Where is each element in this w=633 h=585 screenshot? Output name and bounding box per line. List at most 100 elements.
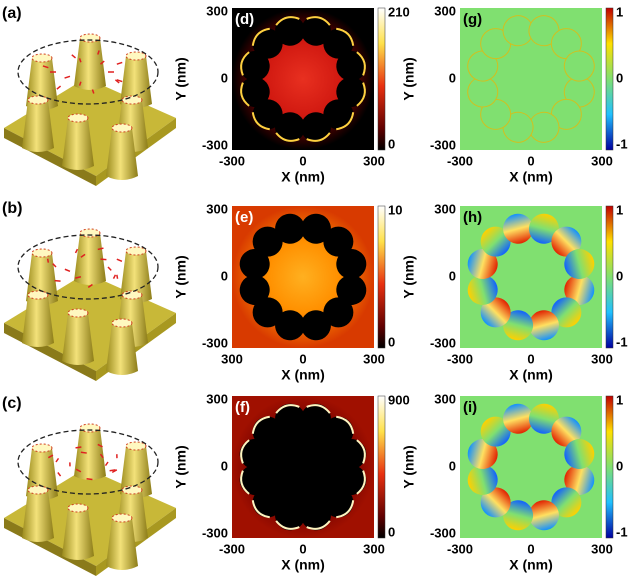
field-arrow [117, 259, 122, 261]
pillar-top [68, 504, 88, 512]
colorbar [606, 206, 613, 348]
y-axis-label: Y (nm) [401, 57, 417, 100]
field-arrow [114, 275, 116, 279]
pillar-top [32, 249, 52, 257]
x-tick-label: 300 [363, 153, 385, 168]
x-tick-label: 0 [299, 541, 306, 556]
y-tick-label: 300 [434, 201, 456, 216]
x-axis-label: X (nm) [509, 557, 553, 573]
colorbar [606, 396, 613, 538]
pillar-top [122, 486, 142, 494]
pillar-top [28, 96, 48, 104]
x-axis-label: X (nm) [509, 169, 553, 185]
field-arrow [81, 452, 87, 453]
panel-label: (e) [235, 209, 253, 226]
y-tick-label: -300 [202, 137, 228, 152]
pillar-top [122, 291, 142, 299]
panel-label: (h) [463, 209, 482, 226]
field-arrow [58, 473, 61, 477]
colorbar-tick-label: 10 [388, 202, 402, 217]
x-tick-label: 300 [221, 351, 243, 366]
field-arrow [76, 249, 78, 253]
y-tick-label: 300 [434, 391, 456, 406]
y-tick-label: 300 [206, 201, 228, 216]
panel-label: (a) [2, 5, 22, 22]
pillar-top [112, 319, 132, 327]
colorbar-tick-label: -1 [616, 334, 628, 349]
pillar-top [112, 124, 132, 132]
panel-label: (f) [235, 399, 250, 416]
panel-label: (d) [235, 11, 254, 28]
field-arrow [108, 267, 111, 270]
y-tick-label: 300 [206, 3, 228, 18]
x-axis-label: X (nm) [281, 367, 325, 383]
panel-label: (g) [463, 11, 482, 28]
panel-label: (i) [463, 399, 477, 416]
field-arrow [57, 86, 61, 89]
x-tick-label: 0 [527, 351, 534, 366]
figure: (a)(b)(c)21003000-300-3000300X (nm)Y (nm… [0, 0, 633, 585]
y-tick-label: 300 [206, 391, 228, 406]
pillar-top [68, 309, 88, 317]
field-arrow [76, 447, 82, 448]
x-axis-label: X (nm) [509, 367, 553, 383]
x-tick-label: 0 [527, 153, 534, 168]
colorbar-tick-label: 1 [616, 202, 623, 217]
y-tick-label: -300 [430, 137, 456, 152]
field-arrow [56, 458, 58, 462]
y-axis-label: Y (nm) [401, 255, 417, 298]
colorbar-tick-label: 0 [388, 524, 395, 539]
y-tick-label: 0 [221, 70, 228, 85]
field-arrow [48, 259, 49, 263]
y-tick-label: -300 [430, 335, 456, 350]
x-tick-label: 300 [363, 541, 385, 556]
pillar-top [28, 291, 48, 299]
y-axis-label: Y (nm) [173, 57, 189, 100]
x-axis-label: X (nm) [281, 557, 325, 573]
colorbar-tick-label: 900 [388, 392, 410, 407]
colorbar-tick-label: 0 [388, 136, 395, 151]
x-tick-label: 300 [591, 541, 613, 556]
field-arrow [65, 76, 70, 78]
pillar-top [126, 247, 146, 255]
colorbar [378, 8, 385, 150]
pillar-top [28, 486, 48, 494]
x-tick-label: -300 [447, 541, 473, 556]
colorbar-tick-label: 0 [616, 70, 623, 85]
y-tick-label: -300 [430, 525, 456, 540]
x-axis-label: X (nm) [281, 169, 325, 185]
x-tick-label: -300 [447, 351, 473, 366]
pillar-render [4, 229, 176, 381]
field-arrow [65, 269, 70, 271]
y-tick-label: -300 [202, 525, 228, 540]
field-arrow [87, 479, 93, 480]
x-tick-label: 0 [527, 541, 534, 556]
colorbar [378, 206, 385, 348]
pillar-render [4, 424, 176, 576]
colorbar-tick-label: 1 [616, 4, 623, 19]
pillar-top [126, 52, 146, 60]
x-tick-label: -300 [447, 153, 473, 168]
x-tick-label: 0 [299, 153, 306, 168]
pillar-render [4, 34, 176, 186]
field-map: 1003000-3003000300X (nm)Y (nm)(e) [173, 201, 403, 382]
field-arrow [72, 55, 76, 58]
field-arrow [117, 62, 122, 64]
panel-label: (b) [2, 200, 22, 217]
y-tick-label: 0 [449, 458, 456, 473]
colorbar-tick-label: -1 [616, 136, 628, 151]
colorbar-tick-label: 210 [388, 4, 410, 19]
colorbar-tick-label: 0 [616, 268, 623, 283]
field-arrow [110, 470, 116, 471]
x-tick-label: -300 [219, 541, 245, 556]
field-arrow [106, 462, 108, 466]
colorbar [378, 396, 385, 538]
field-arrow [117, 275, 118, 279]
x-tick-label: 0 [299, 351, 306, 366]
y-axis-label: Y (nm) [401, 445, 417, 488]
y-axis-label: Y (nm) [173, 255, 189, 298]
